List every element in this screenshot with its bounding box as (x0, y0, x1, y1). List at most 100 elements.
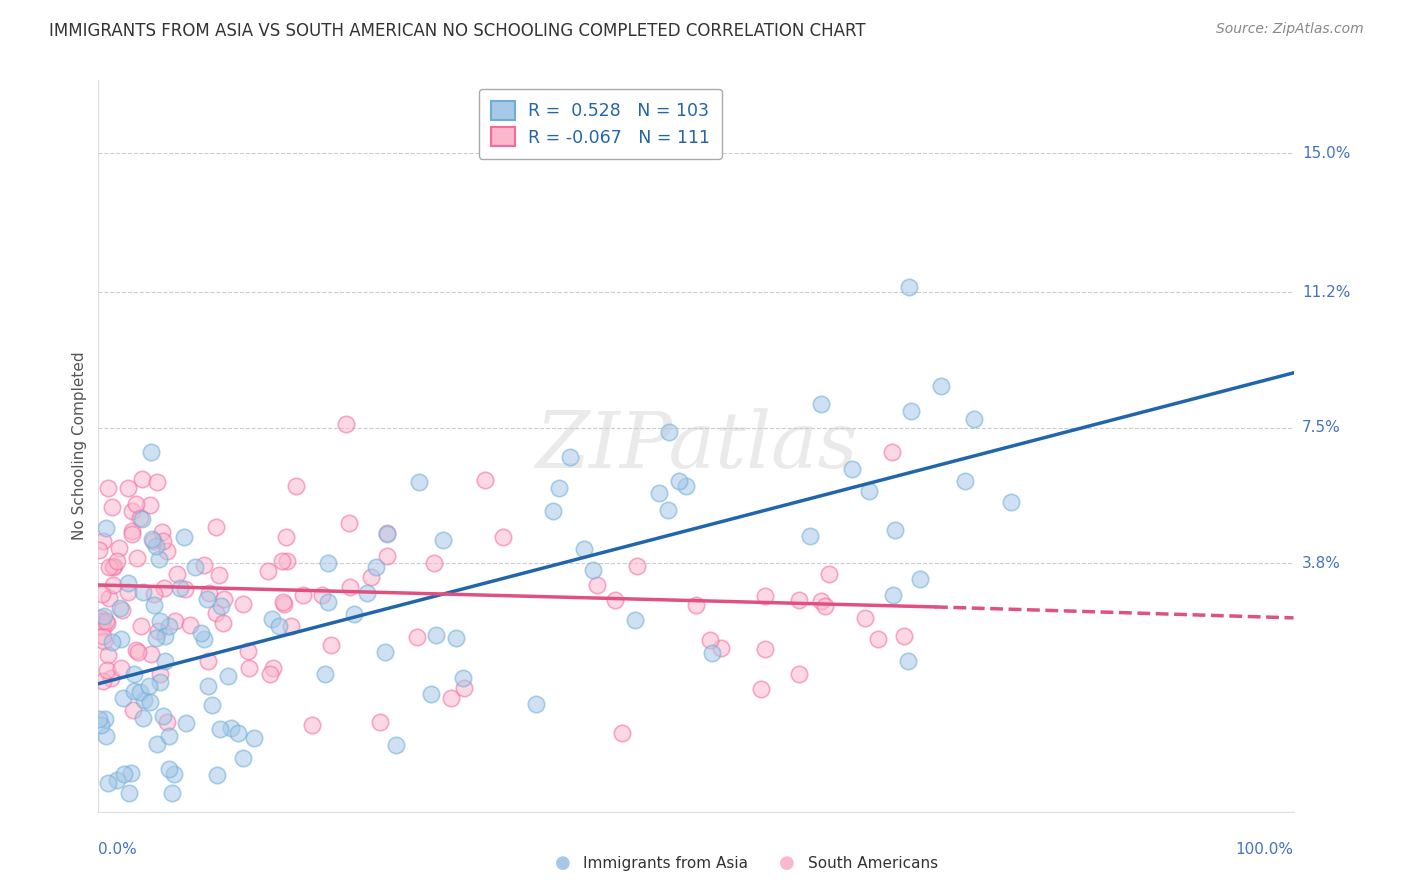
Point (236, 644, 259, 658)
Point (105, 554, 128, 568)
Point (153, 654, 176, 668)
Point (356, 586, 378, 600)
Point (858, 483, 880, 498)
Point (138, 498, 160, 512)
Point (183, 560, 205, 574)
Point (110, 601, 132, 615)
Point (132, 711, 155, 725)
Point (316, 556, 339, 570)
Point (90, 611, 112, 625)
Point (818, 567, 841, 582)
Point (408, 475, 430, 489)
Point (201, 698, 224, 712)
Text: 3.8%: 3.8% (1302, 556, 1341, 571)
Point (110, 632, 132, 646)
Point (125, 643, 148, 657)
Text: 15.0%: 15.0% (1302, 146, 1350, 161)
Point (204, 606, 226, 620)
Point (257, 564, 280, 578)
Point (91, 533, 114, 548)
Point (101, 578, 124, 592)
Point (440, 691, 463, 706)
Point (197, 654, 219, 668)
Point (474, 473, 496, 487)
Point (893, 629, 915, 643)
Point (658, 425, 681, 439)
Point (238, 661, 260, 675)
Point (360, 570, 382, 584)
Point (87, 543, 110, 558)
Point (131, 472, 153, 486)
Point (657, 503, 679, 517)
Point (321, 638, 343, 652)
Point (156, 714, 179, 729)
Point (271, 554, 294, 568)
Point (453, 671, 475, 685)
Text: ZIPatlas: ZIPatlas (534, 408, 858, 484)
Point (111, 603, 134, 617)
Text: South Americans: South Americans (808, 856, 939, 871)
Point (425, 628, 447, 642)
Point (276, 554, 298, 568)
Point (138, 680, 160, 694)
Point (339, 580, 361, 594)
Point (280, 618, 302, 632)
Point (173, 582, 195, 596)
Point (103, 559, 125, 574)
Point (118, 787, 141, 801)
Point (97, 591, 120, 606)
Point (787, 593, 810, 607)
Point (127, 645, 149, 659)
Point (93, 633, 115, 648)
Point (285, 479, 308, 493)
Point (910, 572, 932, 586)
Point (209, 599, 232, 614)
Point (853, 611, 876, 625)
Point (150, 525, 173, 540)
Text: IMMIGRANTS FROM ASIA VS SOUTH AMERICAN NO SCHOOLING COMPLETED CORRELATION CHART: IMMIGRANTS FROM ASIA VS SOUTH AMERICAN N… (49, 22, 866, 40)
Point (152, 709, 174, 723)
Point (259, 667, 281, 681)
Point (97, 481, 120, 495)
Point (558, 450, 581, 465)
Legend: R =  0.528   N = 103, R = -0.067   N = 111: R = 0.528 N = 103, R = -0.067 N = 111 (479, 89, 721, 159)
Point (626, 558, 648, 573)
Point (900, 404, 922, 418)
Text: ●: ● (554, 855, 571, 872)
Point (624, 614, 647, 628)
Point (101, 500, 124, 514)
Point (159, 763, 181, 777)
Point (127, 551, 149, 566)
Point (107, 772, 129, 787)
Point (205, 767, 228, 781)
Point (1000, 494, 1022, 508)
Point (193, 632, 215, 646)
Point (157, 619, 180, 633)
Point (219, 721, 242, 735)
Text: 100.0%: 100.0% (1236, 842, 1294, 857)
Point (162, 787, 184, 801)
Point (94, 712, 117, 726)
Point (524, 697, 547, 711)
Point (153, 581, 176, 595)
Point (884, 523, 907, 537)
Point (93, 609, 115, 624)
Point (232, 750, 254, 764)
Point (163, 767, 186, 781)
Point (754, 589, 776, 603)
Point (243, 731, 266, 745)
Point (700, 646, 723, 660)
Point (90, 717, 112, 731)
Point (121, 527, 143, 541)
Point (810, 593, 832, 607)
Point (122, 667, 145, 681)
Point (96, 616, 118, 631)
Point (121, 504, 143, 518)
Point (374, 645, 396, 659)
Point (152, 534, 174, 549)
Point (541, 504, 564, 518)
Point (267, 619, 290, 633)
Text: 11.2%: 11.2% (1302, 285, 1350, 300)
Point (190, 626, 212, 640)
Point (96, 614, 118, 628)
